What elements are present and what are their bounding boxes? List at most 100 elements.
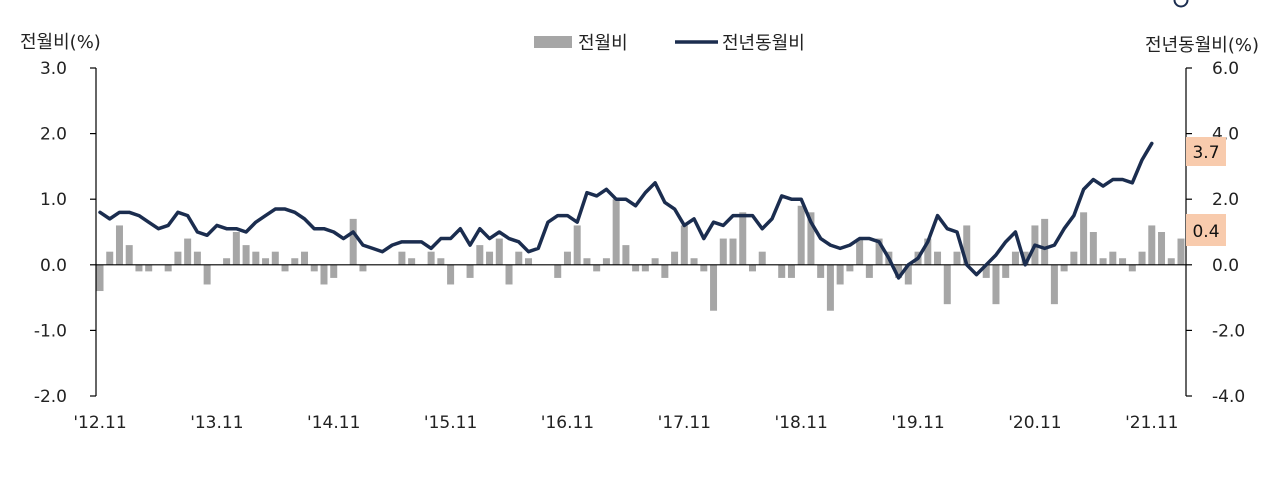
bar-mom — [437, 258, 445, 265]
bar-mom — [1089, 232, 1097, 265]
bar-mom — [719, 238, 727, 265]
bar-mom — [593, 264, 601, 272]
annotation-mom-background — [1186, 214, 1226, 246]
bar-mom — [632, 264, 640, 272]
bar-mom — [164, 264, 172, 272]
bar-mom — [271, 251, 279, 265]
bar-mom — [748, 264, 756, 272]
bar-mom — [1158, 232, 1166, 265]
bar-mom — [836, 264, 844, 285]
bar-mom — [680, 225, 688, 265]
right-tick-label: 6.0 — [1212, 59, 1239, 79]
bar-mom — [787, 264, 795, 278]
right-tick-label: 2.0 — [1212, 190, 1239, 210]
bar-mom — [125, 245, 133, 265]
legend-bar-label: 전월비 — [578, 33, 628, 54]
bar-mom — [1177, 238, 1185, 265]
bar-mom — [612, 199, 620, 265]
bar-mom — [281, 264, 289, 272]
bar-mom — [758, 251, 766, 265]
bar-mom — [602, 258, 610, 265]
bar-mom — [359, 264, 367, 272]
bar-mom — [1002, 264, 1010, 278]
x-tick-label: '20.11 — [1008, 413, 1061, 433]
bar-mom — [408, 258, 416, 265]
legend-bar-swatch — [534, 36, 572, 48]
bar-mom — [1128, 264, 1136, 272]
bar-mom — [875, 238, 883, 265]
bar-mom — [671, 251, 679, 265]
bar-mom — [1109, 251, 1117, 265]
bar-mom — [398, 251, 406, 265]
bar-mom — [1060, 264, 1068, 272]
bar-mom — [1050, 264, 1058, 305]
bar-mom — [963, 225, 971, 265]
bar-mom — [563, 251, 571, 265]
bar-mom — [96, 264, 104, 292]
bar-mom — [817, 264, 825, 278]
bar-mom — [807, 212, 815, 265]
bar-mom — [427, 251, 435, 265]
x-tick-label: '14.11 — [307, 413, 360, 433]
bar-mom — [232, 232, 240, 265]
bar-mom — [846, 264, 854, 272]
legend: 전월비 전년동월비 — [534, 33, 805, 54]
x-tick-label: '12.11 — [73, 413, 126, 433]
bar-mom — [641, 264, 649, 272]
bar-mom — [203, 264, 211, 285]
bar-mom — [174, 251, 182, 265]
x-tick-label: '19.11 — [891, 413, 944, 433]
bar-mom — [554, 264, 562, 278]
bar-mom — [573, 225, 581, 265]
bar-mom — [651, 258, 659, 265]
bar-mom — [447, 264, 455, 285]
bar-mom — [953, 251, 961, 265]
bar-mom — [505, 264, 513, 285]
bar-mom — [1080, 212, 1088, 265]
bar-mom — [1099, 258, 1107, 265]
right-axis-title: 전년동월비(%) — [1145, 35, 1259, 56]
bar-mom — [1070, 251, 1078, 265]
bar-mom — [826, 264, 834, 311]
line-series-yoy — [98, 141, 1154, 280]
annotation-yoy-background — [1186, 137, 1226, 166]
annotation-mom-label: 0.4 — [1192, 222, 1219, 242]
bar-mom — [895, 264, 903, 278]
bar-mom — [710, 264, 718, 311]
bar-mom — [1119, 258, 1127, 265]
bar-mom — [700, 264, 708, 272]
bar-mom — [262, 258, 270, 265]
bar-mom — [739, 212, 747, 265]
bar-mom — [797, 205, 805, 265]
left-tick-label: 2.0 — [40, 125, 67, 145]
bar-mom — [583, 258, 591, 265]
bar-mom — [301, 251, 309, 265]
bar-mom — [145, 264, 153, 272]
bar-mom — [1167, 258, 1175, 265]
bar-mom — [622, 245, 630, 265]
x-tick-label: '21.11 — [1125, 413, 1178, 433]
right-tick-labels: 6.04.02.00.0-2.0-4.0 — [1186, 59, 1245, 407]
right-tick-label: -4.0 — [1212, 387, 1245, 407]
x-tick-label: '18.11 — [775, 413, 828, 433]
bar-mom — [310, 264, 318, 272]
annotation-yoy-label: 3.7 — [1192, 143, 1219, 163]
bar-mom — [515, 251, 523, 265]
annotation-mom-last: 0.4 — [1186, 214, 1226, 246]
left-axis-title: 전월비(%) — [20, 32, 101, 53]
left-tick-label: -1.0 — [34, 321, 67, 341]
bar-series-mom — [96, 199, 1185, 311]
left-tick-label: 3.0 — [40, 59, 67, 79]
left-tick-label: 1.0 — [40, 190, 67, 210]
bar-mom — [778, 264, 786, 278]
bar-mom — [1041, 218, 1049, 265]
bar-mom — [904, 264, 912, 285]
left-tick-label: 0.0 — [40, 256, 67, 276]
bar-mom — [486, 251, 494, 265]
right-tick-label: 0.0 — [1212, 256, 1239, 276]
right-tick-label: -2.0 — [1212, 321, 1245, 341]
bar-mom — [924, 238, 932, 265]
bar-mom — [320, 264, 328, 285]
bar-mom — [934, 251, 942, 265]
